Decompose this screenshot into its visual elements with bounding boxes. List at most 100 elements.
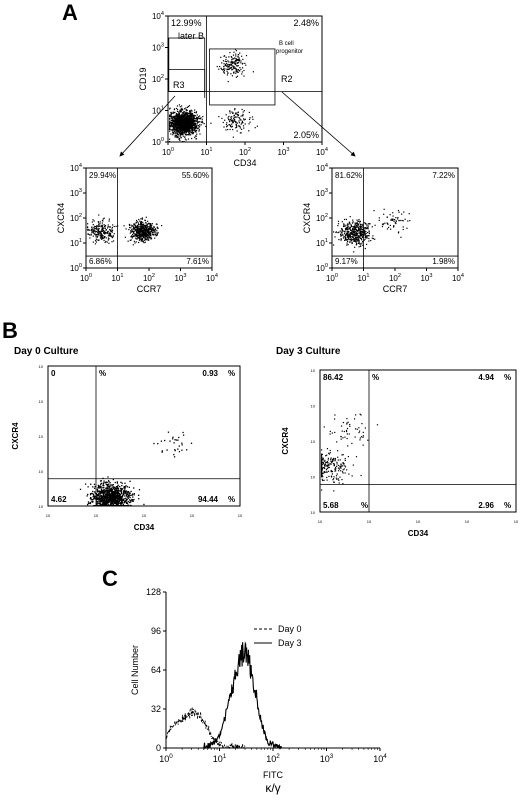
data-point — [132, 228, 134, 230]
data-point — [109, 229, 111, 231]
data-point — [341, 430, 343, 432]
data-point — [182, 131, 184, 133]
data-point — [153, 226, 156, 228]
data-point — [394, 219, 396, 221]
data-point — [324, 467, 326, 470]
data-point — [342, 482, 344, 485]
data-point — [180, 118, 182, 120]
data-point — [346, 427, 349, 430]
data-point — [153, 234, 155, 236]
data-point — [143, 234, 145, 236]
data-point — [94, 243, 97, 245]
data-point — [102, 218, 104, 220]
data-point — [334, 414, 336, 416]
data-point — [127, 500, 129, 503]
data-point — [108, 494, 111, 496]
data-point — [140, 232, 142, 234]
data-point — [108, 501, 110, 503]
data-point — [392, 218, 394, 220]
data-point — [378, 217, 380, 219]
data-point — [221, 62, 223, 64]
data-point — [354, 234, 356, 236]
data-point — [104, 503, 106, 505]
data-point — [108, 492, 110, 494]
data-point — [87, 493, 89, 496]
data-point — [116, 500, 118, 502]
data-point — [191, 110, 193, 112]
data-point — [186, 115, 188, 117]
data-point — [185, 134, 188, 136]
data-point — [240, 62, 242, 64]
data-point — [106, 232, 108, 235]
tick-label: 10 — [311, 475, 316, 480]
data-point — [330, 469, 332, 472]
data-point — [193, 117, 195, 120]
data-point — [226, 122, 228, 124]
data-point — [358, 229, 360, 231]
data-point — [232, 121, 234, 123]
data-point — [126, 498, 128, 501]
data-point — [142, 232, 144, 235]
data-point — [358, 427, 360, 429]
data-point — [234, 112, 237, 114]
data-point — [176, 122, 179, 124]
data-point — [391, 219, 393, 221]
data-point — [125, 505, 127, 507]
data-point — [185, 122, 187, 124]
data-point — [369, 223, 371, 225]
data-point — [349, 237, 351, 239]
data-point — [192, 124, 194, 127]
data-point — [103, 239, 105, 242]
data-point — [228, 121, 231, 123]
data-point — [100, 236, 102, 238]
data-point — [106, 502, 108, 504]
data-point — [179, 118, 181, 120]
data-point — [195, 138, 198, 140]
data-point — [205, 125, 207, 128]
data-point — [333, 464, 335, 467]
data-point — [181, 125, 183, 127]
data-point — [366, 235, 368, 237]
x-axis-label: CCR7 — [137, 284, 162, 294]
data-point — [139, 228, 141, 230]
data-point — [186, 126, 188, 129]
data-point — [144, 238, 147, 240]
data-point — [179, 132, 181, 135]
tick-label: 101 — [200, 147, 212, 157]
data-point — [238, 125, 241, 127]
data-point — [351, 240, 353, 242]
data-point — [331, 473, 333, 475]
data-point — [176, 121, 178, 123]
data-point — [117, 487, 119, 490]
data-point — [140, 218, 142, 220]
data-point — [381, 223, 384, 225]
data-point — [192, 120, 194, 123]
data-point — [332, 478, 335, 480]
data-point — [109, 489, 112, 491]
data-point — [199, 115, 201, 117]
data-point — [103, 503, 105, 505]
data-point — [126, 502, 129, 504]
data-point — [341, 221, 343, 223]
data-point — [357, 223, 359, 225]
data-point — [150, 234, 152, 236]
data-point — [136, 231, 138, 234]
data-point — [116, 482, 119, 484]
data-point — [338, 231, 340, 233]
y-tick-label: 64 — [151, 665, 161, 675]
plot-frame — [47, 365, 241, 507]
data-point — [174, 131, 177, 133]
tick-label: 101 — [111, 273, 123, 283]
data-point — [384, 222, 386, 224]
data-point — [132, 235, 134, 237]
data-point — [107, 235, 109, 237]
data-point — [143, 503, 145, 506]
data-point — [355, 239, 358, 241]
data-point — [103, 499, 105, 501]
data-point — [229, 119, 232, 121]
data-point — [109, 497, 111, 500]
data-point — [355, 233, 357, 235]
data-point — [96, 231, 99, 233]
data-point — [236, 71, 238, 73]
data-point — [188, 124, 191, 127]
